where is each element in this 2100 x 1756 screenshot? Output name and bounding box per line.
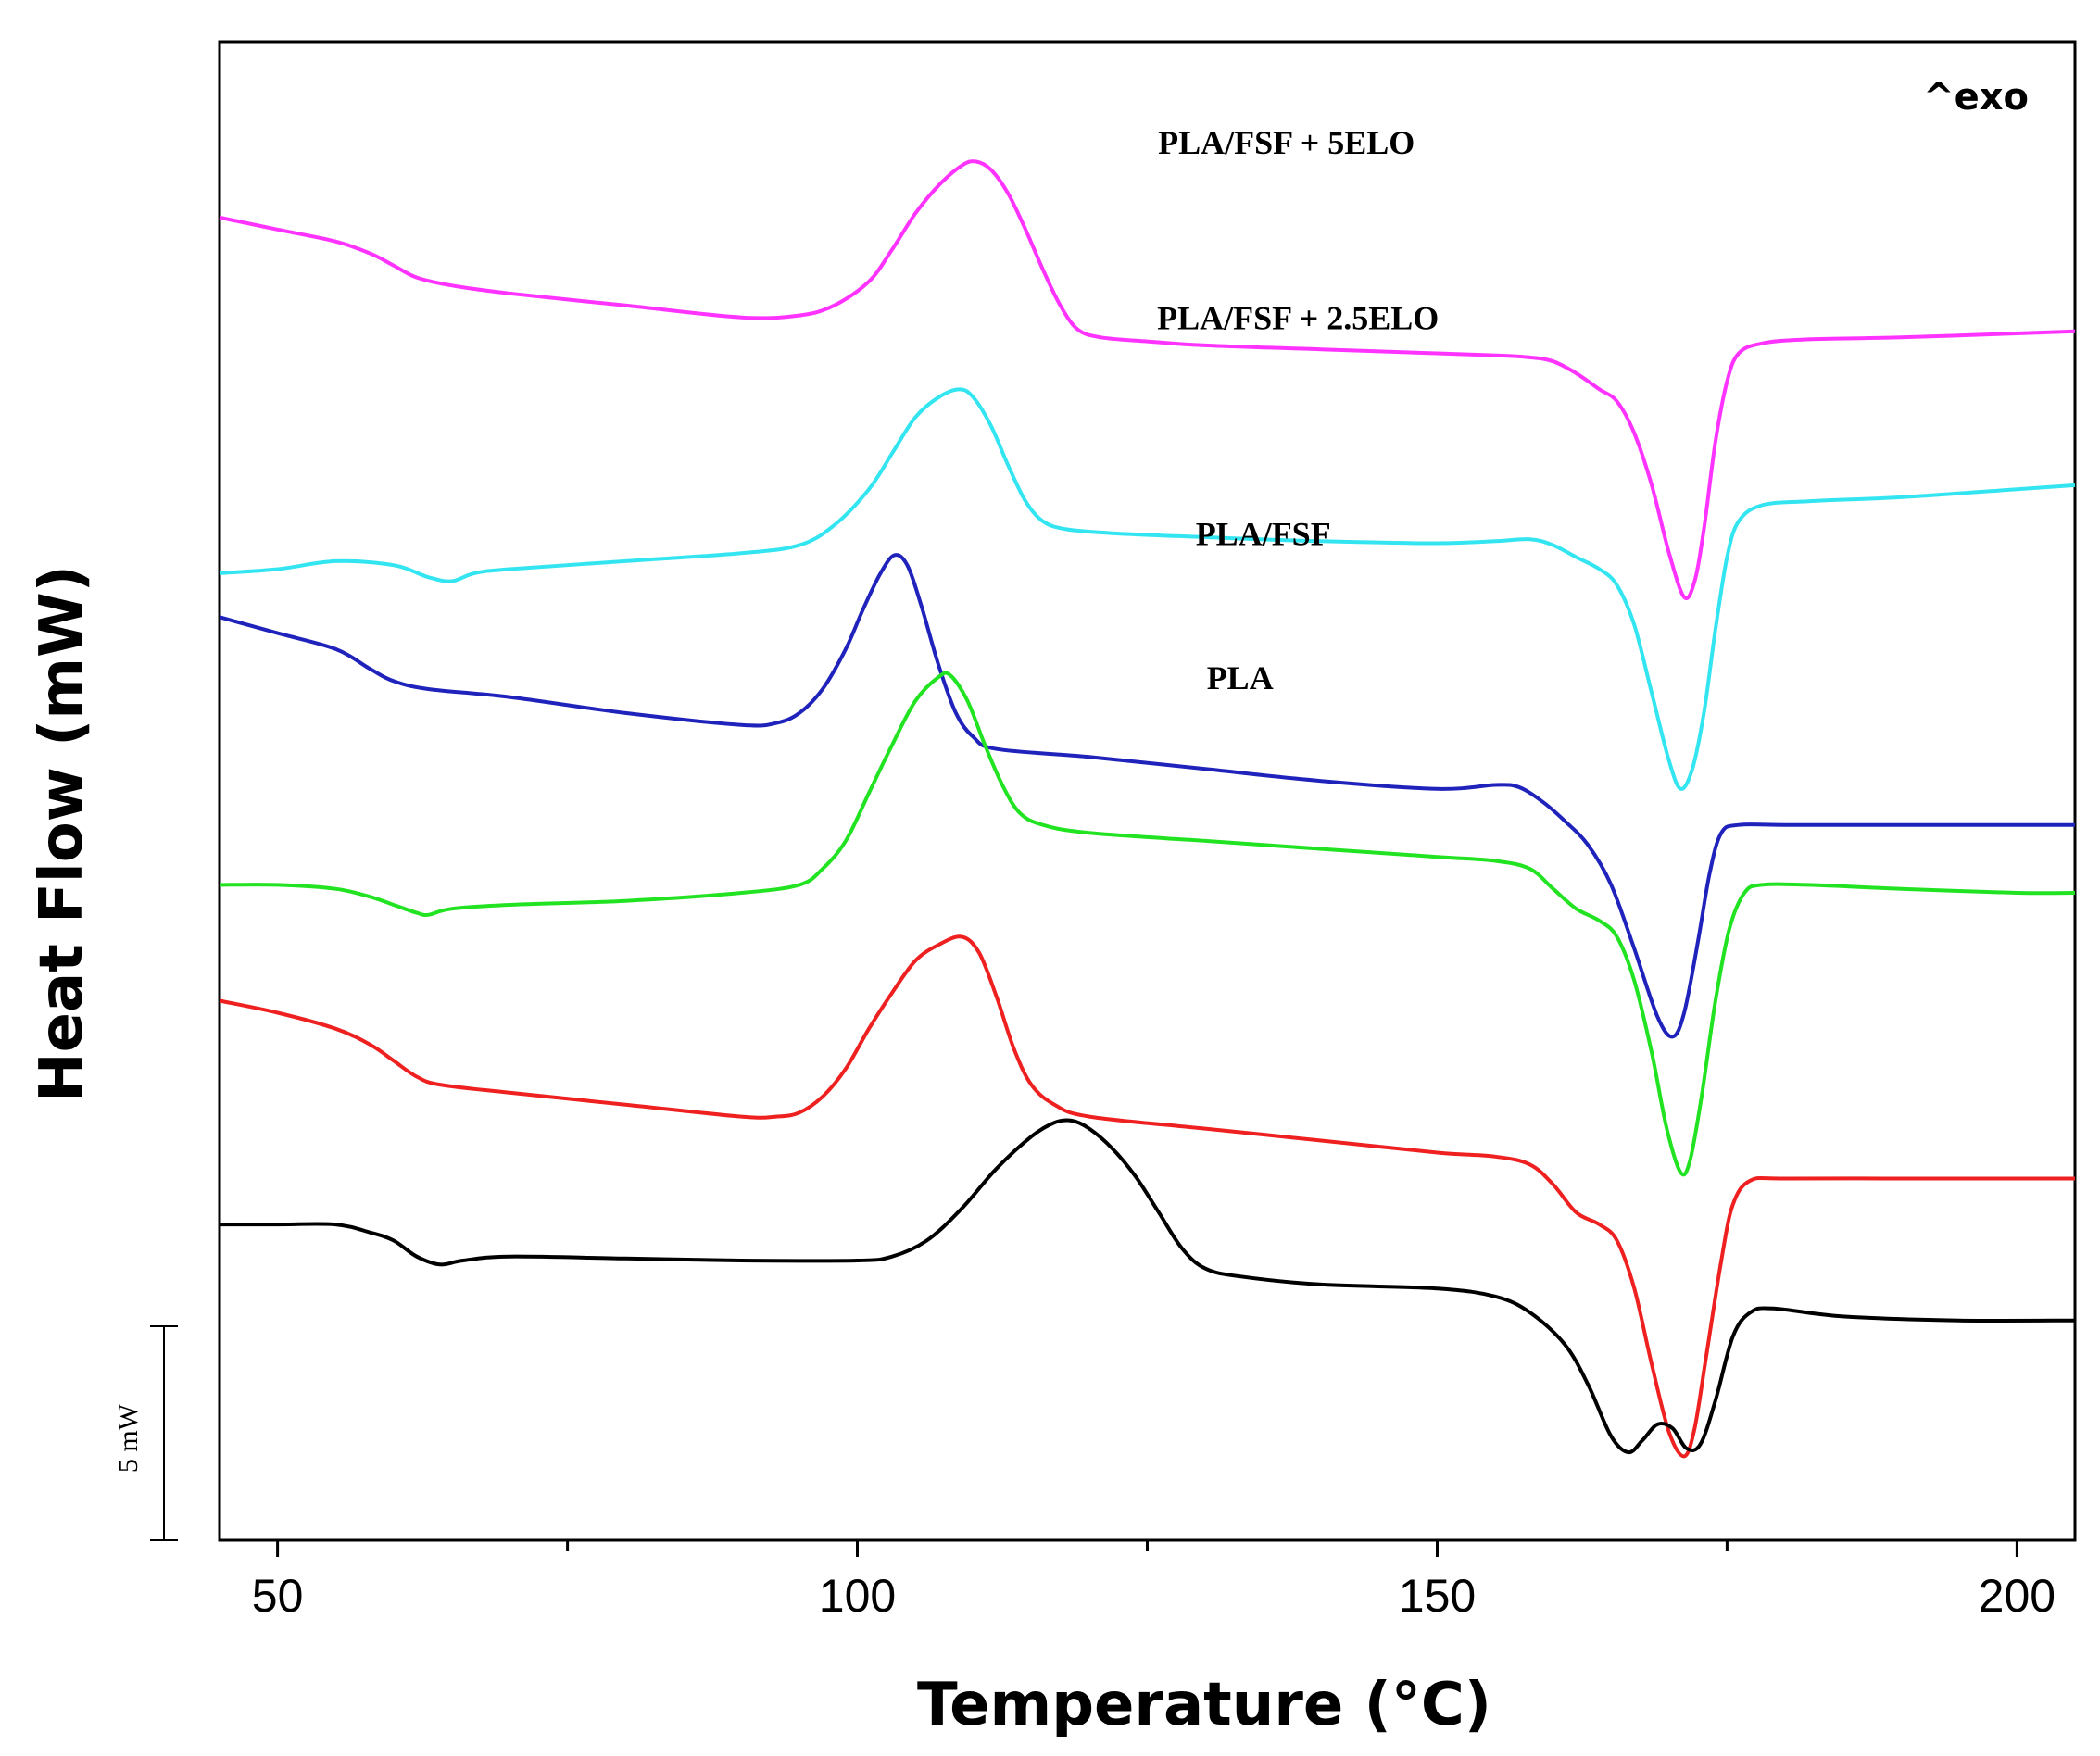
series-labels-group: PLA/FSF + 5MLOPLA/FSF + 2.5MLOPLA/FSF + … (1157, 124, 1439, 696)
x-axis-title: Temperature (°C) (917, 1671, 1491, 1739)
x-tick-label: 150 (1399, 1570, 1476, 1622)
series-line-pla-fsf-5mlo (219, 159, 2076, 600)
exo-annotation: ^exo (1923, 76, 2029, 119)
x-tick-label: 100 (819, 1570, 896, 1622)
series-label-pla-fsf: PLA/FSF (1196, 516, 1331, 553)
series-label-pla-fsf-2-5elo: PLA/FSF + 2.5ELO (1157, 300, 1439, 337)
x-tick-label: 200 (1979, 1570, 2056, 1622)
scale-bar-label: 5 mW (113, 1403, 144, 1473)
x-axis-ticks: 50 100 150 200 (252, 1540, 2056, 1622)
series-line-pla-fsf-2-5elo (219, 671, 2076, 1177)
curves-group (219, 159, 2076, 1459)
plot-frame (218, 40, 2077, 1542)
series-label-pla-fsf-5elo: PLA/FSF + 5ELO (1158, 124, 1415, 161)
series-line-pla-fsf-2-5mlo (219, 387, 2076, 791)
series-line-pla (220, 1118, 2076, 1455)
y-axis-title: Heat Flow (mW) (28, 565, 96, 1102)
series-line-pla-fsf-5elo (219, 553, 2075, 1039)
series-line-pla-fsf (219, 934, 2075, 1459)
scale-bar: 5 mW (113, 1325, 178, 1541)
x-tick-label: 50 (252, 1570, 304, 1622)
series-label-pla: PLA (1207, 659, 1274, 696)
